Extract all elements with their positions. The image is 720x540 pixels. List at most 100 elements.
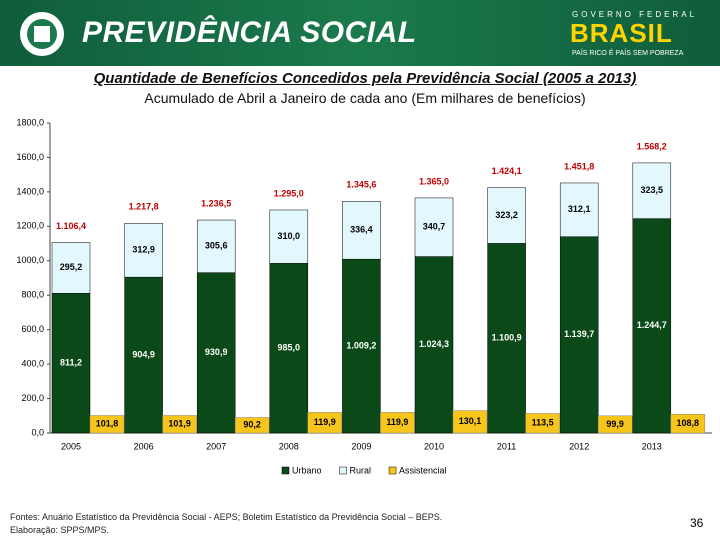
value-label: 904,9 xyxy=(132,349,155,359)
bar-urbano xyxy=(269,263,309,434)
total-label: 1.236,5 xyxy=(201,198,231,208)
header: PREVIDÊNCIA SOCIAL GOVERNO FEDERAL BRASI… xyxy=(0,0,720,66)
x-tick-label: 2012 xyxy=(569,441,589,451)
bar-assistencial xyxy=(597,415,633,434)
value-label: 113,5 xyxy=(532,418,554,428)
bar-rural xyxy=(51,242,91,294)
y-tick-label: 1600,0 xyxy=(16,152,44,162)
value-label: 1.244,7 xyxy=(637,320,667,330)
bar-assistencial xyxy=(452,410,488,434)
value-label: 1.139,7 xyxy=(564,329,594,339)
value-label: 108,8 xyxy=(677,418,700,428)
page-number: 36 xyxy=(690,516,704,530)
y-tick-label: 200,0 xyxy=(21,393,44,403)
value-label: 312,9 xyxy=(132,245,155,255)
bar-assistencial xyxy=(307,412,343,434)
y-tick-label: 0,0 xyxy=(31,427,44,437)
y-tick-label: 800,0 xyxy=(21,290,44,300)
x-tick-label: 2009 xyxy=(351,441,371,451)
gov: GOVERNO FEDERAL xyxy=(572,10,698,19)
value-label: 336,4 xyxy=(350,225,373,235)
value-label: 312,1 xyxy=(568,204,591,214)
bar-assistencial xyxy=(380,412,415,434)
total-label: 1.217,8 xyxy=(129,202,159,212)
value-label: 305,6 xyxy=(205,241,228,251)
total-label: 1.451,8 xyxy=(564,161,594,171)
value-label: 1.100,9 xyxy=(492,333,522,343)
bar-urbano xyxy=(414,256,454,434)
y-tick-label: 400,0 xyxy=(21,358,44,368)
value-label: 811,2 xyxy=(60,358,82,368)
legend-swatch xyxy=(388,466,397,475)
value-label: 119,9 xyxy=(314,417,336,427)
bar-rural xyxy=(269,209,309,264)
bar-assistencial xyxy=(525,413,560,434)
bar-urbano xyxy=(51,293,91,434)
bar-rural xyxy=(342,201,381,260)
chart-title: Quantidade de Benefícios Concedidos pela… xyxy=(93,70,637,87)
chart-subtitle: Acumulado de Abril a Janeiro de cada ano… xyxy=(144,90,586,106)
x-tick-label: 2008 xyxy=(279,441,299,451)
sources: Fontes: Anuário Estatístico da Previdênc… xyxy=(10,512,443,522)
value-label: 323,2 xyxy=(495,210,518,220)
bar-urbano xyxy=(342,258,381,434)
total-label: 1.345,6 xyxy=(346,180,376,190)
value-label: 323,5 xyxy=(641,185,664,195)
legend-label: Urbano xyxy=(292,465,322,475)
y-tick-label: 1200,0 xyxy=(16,221,44,231)
value-label: 119,9 xyxy=(386,417,408,427)
bar-assistencial xyxy=(89,415,125,434)
brand: PREVIDÊNCIA SOCIAL xyxy=(82,16,417,49)
bar-rural xyxy=(487,187,526,244)
x-tick-label: 2006 xyxy=(134,441,154,451)
bar-assistencial xyxy=(670,414,706,434)
total-label: 1.295,0 xyxy=(274,188,304,198)
bar-urbano xyxy=(487,243,526,434)
legend-label: Rural xyxy=(350,465,372,475)
country: BRASIL xyxy=(570,18,673,48)
x-tick-label: 2005 xyxy=(61,441,81,451)
value-label: 99,9 xyxy=(606,419,624,429)
bar-urbano xyxy=(632,218,672,434)
bar-rural xyxy=(124,223,163,278)
value-label: 90,2 xyxy=(243,420,261,430)
bar-rural xyxy=(559,182,599,237)
bar-assistencial xyxy=(162,415,197,434)
bar-urbano xyxy=(559,236,599,434)
value-label: 985,0 xyxy=(278,343,301,353)
slogan: PAÍS RICO É PAÍS SEM POBREZA xyxy=(572,50,684,57)
credits: Elaboração: SPPS/MPS. xyxy=(10,525,110,535)
y-tick-label: 1800,0 xyxy=(16,117,44,127)
total-label: 1.568,2 xyxy=(637,141,667,151)
total-label: 1.424,1 xyxy=(492,166,522,176)
legend-swatch xyxy=(281,466,290,475)
value-label: 130,1 xyxy=(459,416,482,426)
y-tick-label: 1400,0 xyxy=(16,186,44,196)
value-label: 295,2 xyxy=(60,262,83,272)
total-label: 1.365,0 xyxy=(419,176,449,186)
bar-rural xyxy=(196,219,236,273)
bar-rural xyxy=(632,162,672,219)
value-label: 101,8 xyxy=(96,419,119,429)
x-tick-label: 2011 xyxy=(497,441,516,451)
y-tick-label: 600,0 xyxy=(21,324,44,334)
value-label: 1.009,2 xyxy=(346,340,376,350)
value-label: 310,0 xyxy=(278,231,301,241)
bar-urbano xyxy=(196,272,236,434)
x-tick-label: 2007 xyxy=(206,441,226,451)
value-label: 1.024,3 xyxy=(419,339,449,349)
total-label: 1.106,4 xyxy=(56,221,86,231)
x-tick-label: 2013 xyxy=(642,441,662,451)
value-label: 340,7 xyxy=(423,222,446,232)
bar-rural xyxy=(414,197,454,257)
legend-label: Assistencial xyxy=(399,465,447,475)
value-label: 930,9 xyxy=(205,347,228,357)
y-tick-label: 1000,0 xyxy=(16,255,44,265)
logo xyxy=(20,12,64,56)
value-label: 101,9 xyxy=(168,419,191,429)
chart: 0,0 200,0 400,0 600,0 800,0 1000,0 1200,0 1400,… xyxy=(16,117,712,475)
legend-swatch xyxy=(339,466,347,475)
x-tick-label: 2010 xyxy=(424,441,444,451)
bar-urbano xyxy=(124,276,163,434)
